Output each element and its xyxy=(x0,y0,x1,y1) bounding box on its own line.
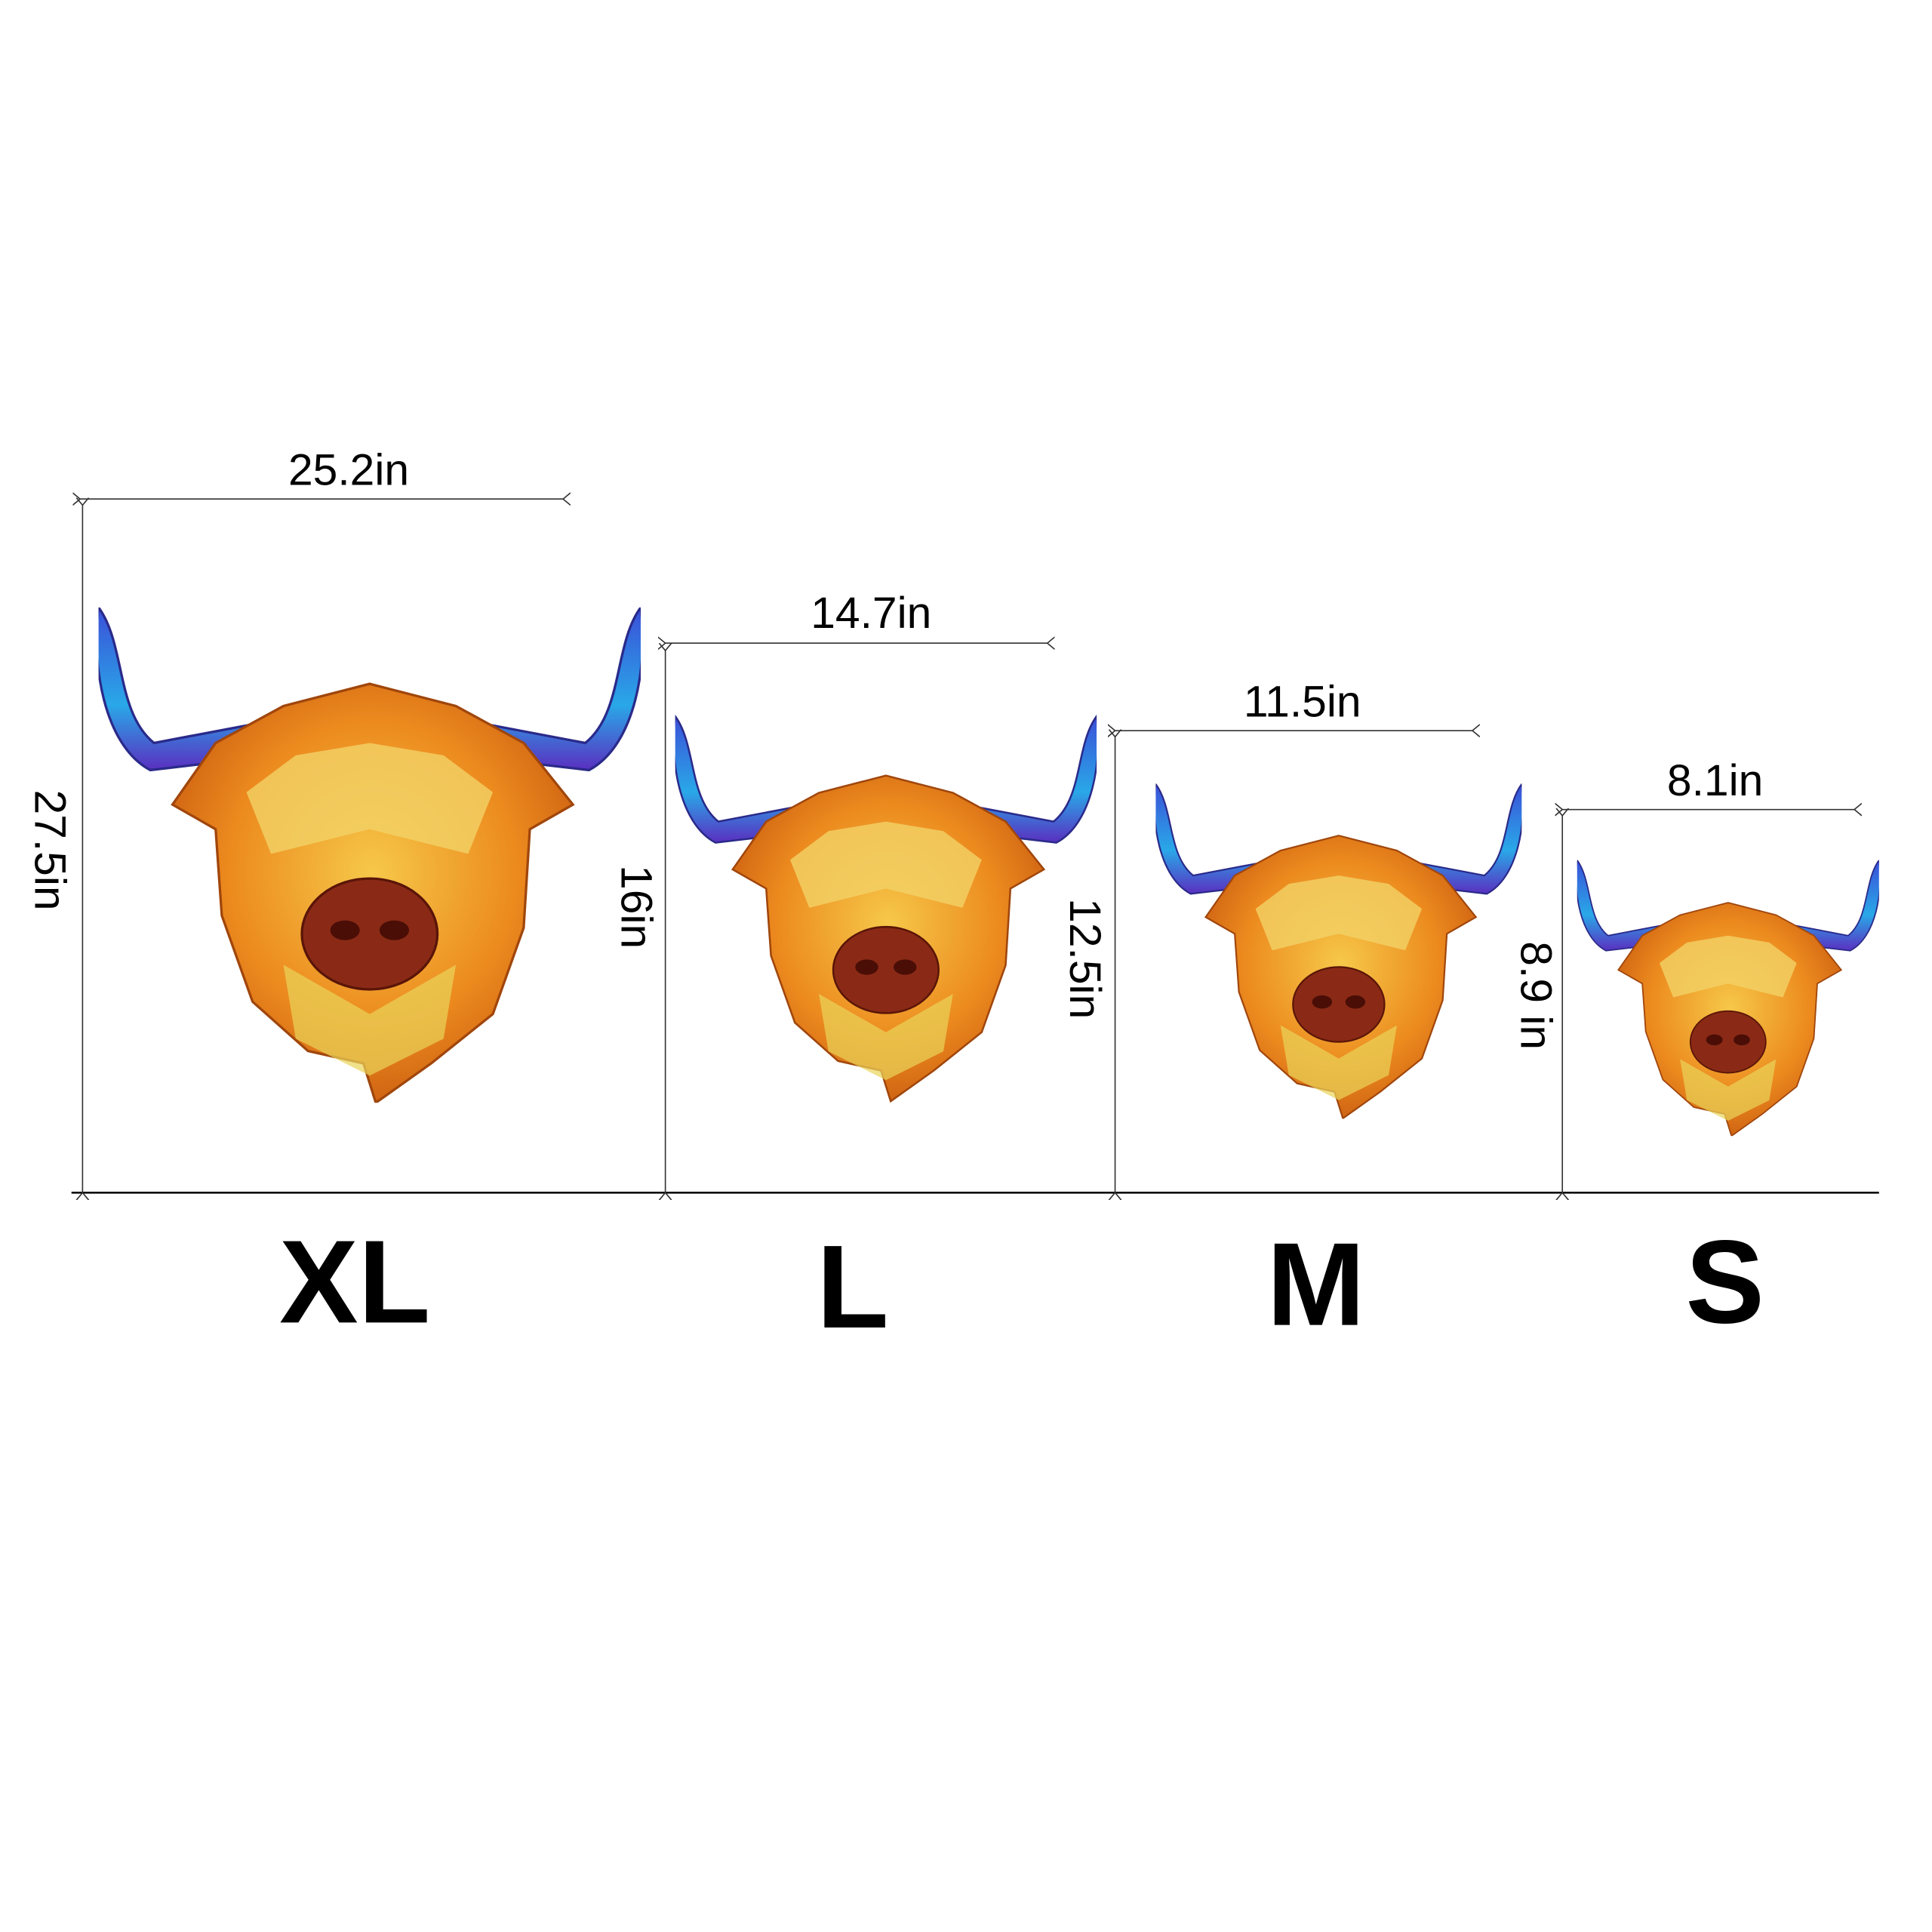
width-label: 14.7in xyxy=(811,589,931,638)
size-label: XL xyxy=(279,1216,430,1348)
height-label: 27.5in xyxy=(26,789,75,910)
size-label: S xyxy=(1685,1216,1764,1348)
size-label: L xyxy=(817,1221,889,1353)
height-label: 8.9 in xyxy=(1511,941,1560,1050)
size-label: M xyxy=(1266,1219,1365,1351)
product-image xyxy=(98,607,641,1103)
width-label: 8.1in xyxy=(1667,756,1763,805)
width-label: 25.2in xyxy=(288,445,409,494)
height-label: 16in xyxy=(612,865,661,949)
width-label: 11.5in xyxy=(1244,677,1361,726)
product-image xyxy=(675,715,1097,1103)
product-image xyxy=(1577,860,1879,1137)
product-image xyxy=(1155,783,1522,1119)
height-label: 12.5in xyxy=(1060,898,1109,1019)
